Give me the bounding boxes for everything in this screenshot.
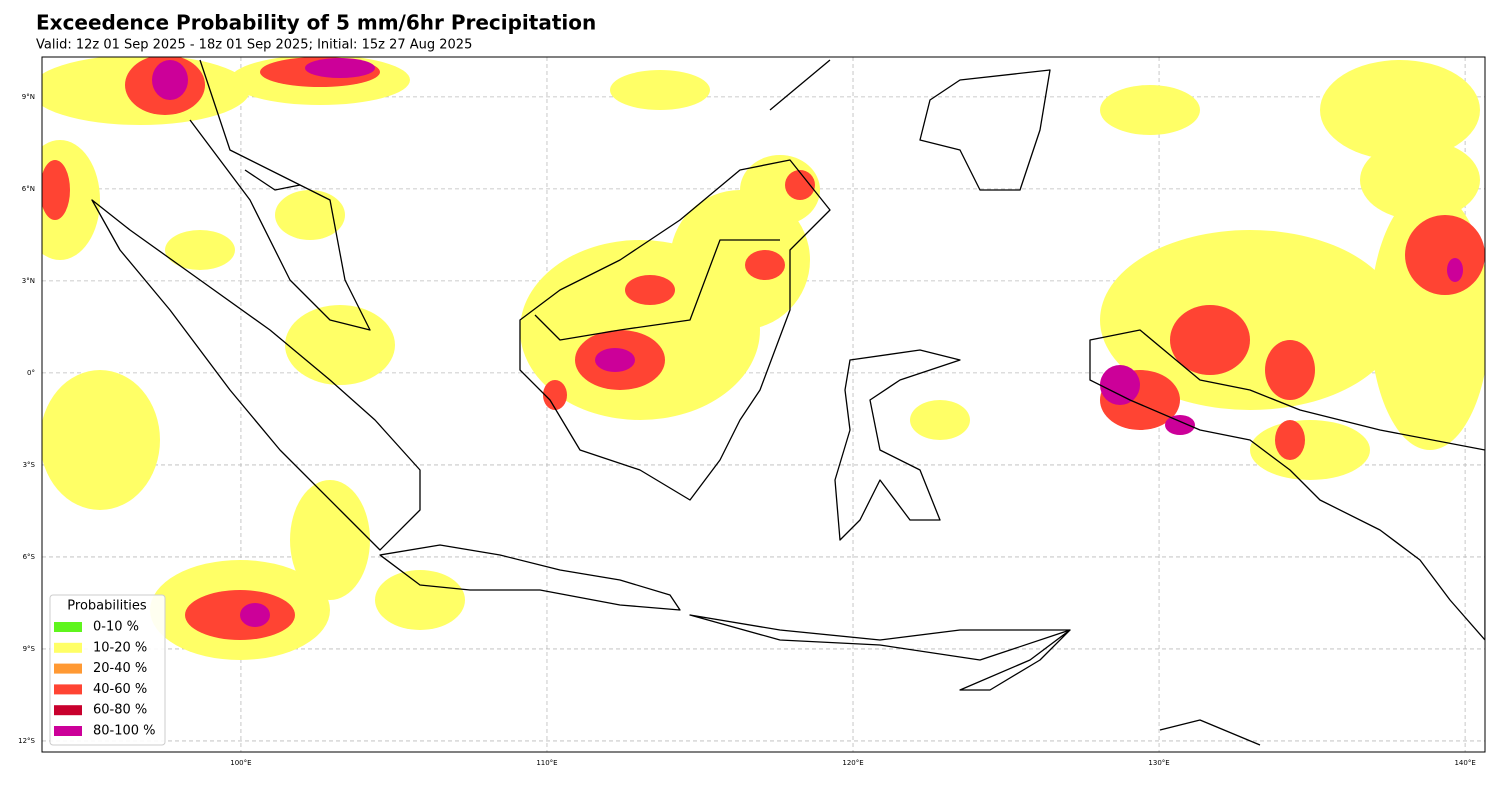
x-tick-label: 100°E: [230, 759, 251, 767]
x-tick-label: 130°E: [1148, 759, 1169, 767]
legend-swatch: [54, 622, 82, 632]
y-tick-label: 9°N: [22, 93, 35, 101]
map-frame: [41, 56, 1486, 753]
legend-swatch: [54, 705, 82, 716]
legend-title: Probabilities: [67, 599, 147, 614]
legend-label: 10-20 %: [93, 640, 147, 655]
coastlines: [91, 59, 1485, 746]
x-tick-label: 140°E: [1454, 759, 1475, 767]
precip-extreme: [152, 58, 1463, 627]
precip-high: [42, 57, 1485, 640]
legend-label: 60-80 %: [93, 703, 147, 718]
map-subtitle: Valid: 12z 01 Sep 2025 - 18z 01 Sep 2025…: [36, 38, 472, 53]
tick-labels: 100°E 110°E 120°E 130°E 140°E 9°N 6°N 3°N 0° 3°S 6…: [18, 93, 1476, 767]
legend-swatch: [54, 684, 82, 695]
map-title: Exceedence Probability of 5 mm/6hr Preci…: [36, 11, 596, 35]
y-tick-label: 6°N: [22, 185, 35, 193]
map-area: [42, 57, 1485, 752]
legend-swatch: [54, 726, 82, 736]
y-tick-label: 6°S: [23, 553, 36, 561]
y-tick-label: 12°S: [18, 737, 35, 745]
y-tick-label: 9°S: [23, 645, 36, 653]
legend-label: 20-40 %: [93, 661, 147, 676]
y-tick-label: 3°S: [23, 461, 36, 469]
y-tick-label: 3°N: [22, 277, 35, 285]
x-tick-label: 120°E: [842, 759, 863, 767]
legend-swatch: [54, 663, 82, 674]
x-tick-label: 110°E: [536, 759, 557, 767]
legend-label: 40-60 %: [93, 682, 147, 697]
y-tick-label: 0°: [27, 369, 35, 377]
legend-label: 0-10 %: [93, 620, 139, 635]
legend: Probabilities 0-10 % 10-20 % 20-40 % 40-60 …: [49, 594, 166, 746]
legend-label: 80-100 %: [93, 724, 156, 739]
legend-swatch: [54, 642, 82, 653]
